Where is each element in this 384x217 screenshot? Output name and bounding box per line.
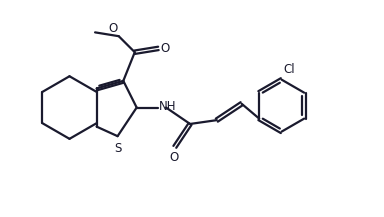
Text: O: O xyxy=(169,151,179,164)
Text: Cl: Cl xyxy=(283,63,295,76)
Text: O: O xyxy=(160,42,169,55)
Text: S: S xyxy=(114,142,121,155)
Text: O: O xyxy=(108,22,117,35)
Text: NH: NH xyxy=(159,100,177,113)
